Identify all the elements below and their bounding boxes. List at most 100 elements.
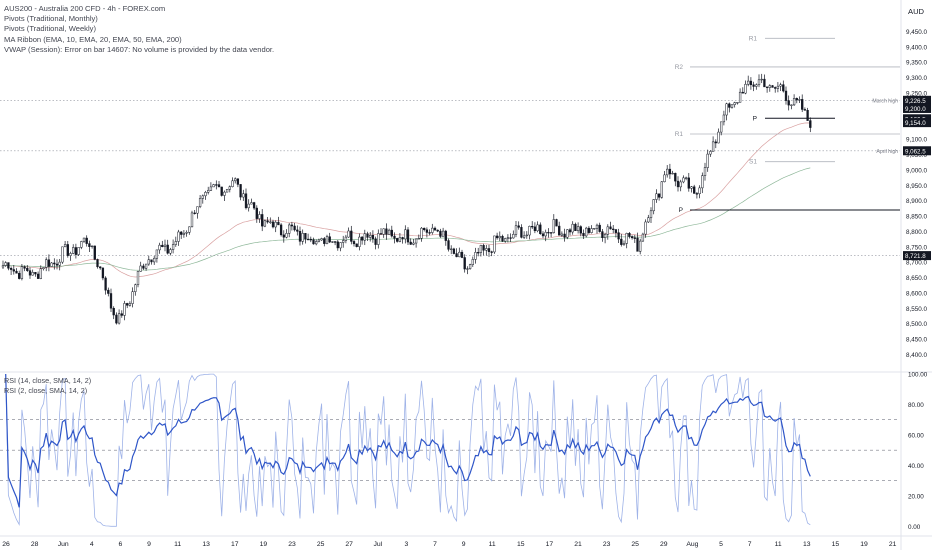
candle-body xyxy=(593,228,596,230)
candle-body xyxy=(798,99,801,101)
candle-body xyxy=(458,251,461,258)
candle-body xyxy=(795,98,798,101)
candle-body xyxy=(126,303,129,306)
candle-body xyxy=(369,234,372,238)
candle-body xyxy=(714,141,717,144)
candle-body xyxy=(198,198,202,207)
candle-body xyxy=(115,314,118,324)
candle-body xyxy=(477,252,480,254)
price-tick-label: 8,450.0 xyxy=(906,337,928,344)
candle-body xyxy=(131,291,134,304)
candle-body xyxy=(425,229,429,233)
candle-body xyxy=(342,240,345,243)
candle-body xyxy=(379,233,383,235)
candle-body xyxy=(460,251,464,258)
price-tick-label: 8,800.0 xyxy=(906,229,928,236)
price-tick-label: 9,100.0 xyxy=(906,137,928,144)
candle-body xyxy=(166,244,169,254)
candle-body xyxy=(61,246,64,263)
time-tick-label: 11 xyxy=(174,541,181,548)
candle-body xyxy=(333,241,337,243)
candle-body xyxy=(566,229,569,238)
price-tick-label: 9,000.0 xyxy=(906,167,928,174)
candle-body xyxy=(563,233,566,238)
candle-body xyxy=(522,235,526,238)
candle-body xyxy=(31,272,34,276)
candle-body xyxy=(787,100,790,106)
candle-body xyxy=(50,262,53,267)
indicator-vwap[interactable]: VWAP (Session): Error on bar 14607: No v… xyxy=(4,44,275,54)
candle-body xyxy=(711,141,715,152)
candle-body xyxy=(109,293,113,309)
candle-body xyxy=(377,233,380,245)
candle-body xyxy=(687,177,690,189)
candle-body xyxy=(450,248,453,250)
pivot-weekly-label: P xyxy=(753,115,757,122)
candle-body xyxy=(490,251,493,253)
candle-body xyxy=(158,244,161,251)
chart-legend: AUS200 - Australia 200 CFD - 4h - FOREX.… xyxy=(4,4,274,55)
candle-body xyxy=(471,259,474,265)
candle-body xyxy=(112,307,115,316)
time-tick-label: Aug xyxy=(686,541,698,548)
candle-body xyxy=(288,224,291,234)
candle-body xyxy=(120,313,123,316)
candle-body xyxy=(142,265,145,269)
indicator-rsi-2[interactable]: RSI (2, close, SMA, 14, 2) xyxy=(4,385,88,395)
candle-body xyxy=(355,243,358,247)
time-tick-label: 17 xyxy=(231,541,239,548)
candle-body xyxy=(387,229,391,235)
candle-body xyxy=(180,231,183,235)
candle-body xyxy=(630,236,634,239)
candle-body xyxy=(701,175,704,189)
candle-body xyxy=(755,84,758,87)
symbol-title[interactable]: AUS200 - Australia 200 CFD - 4h - FOREX.… xyxy=(4,4,166,13)
candle-body xyxy=(693,186,696,194)
candle-body xyxy=(601,231,604,238)
candle-body xyxy=(239,184,242,198)
price-axis-tag-label: 9,200.0 xyxy=(905,106,926,113)
indicator-ma-ribbon[interactable]: MA Ribbon (EMA, 10, EMA, 20, EMA, 50, EM… xyxy=(4,34,182,44)
time-tick-label: 5 xyxy=(719,541,723,548)
candle-body xyxy=(655,193,658,200)
candle-body xyxy=(722,114,726,123)
candle-body xyxy=(58,261,61,266)
candle-body xyxy=(520,227,523,238)
candle-body xyxy=(528,225,531,236)
price-tick-label: 9,450.0 xyxy=(906,29,928,36)
candle-body xyxy=(339,242,342,249)
candle-body xyxy=(12,269,15,272)
candle-body xyxy=(676,180,680,188)
time-tick-label: 11 xyxy=(775,541,782,548)
candle-body xyxy=(45,259,48,268)
candle-body xyxy=(171,244,175,250)
candle-body xyxy=(765,86,769,88)
candle-body xyxy=(463,257,466,270)
candle-body xyxy=(320,238,323,241)
candle-body xyxy=(261,214,264,227)
price-tick-label: 8,550.0 xyxy=(906,306,928,313)
candle-body xyxy=(493,235,496,253)
candle-body xyxy=(231,180,234,187)
candle-body xyxy=(107,289,110,294)
candle-body xyxy=(771,85,774,88)
candle-body xyxy=(304,233,307,240)
candle-body xyxy=(536,224,539,232)
candle-body xyxy=(412,242,415,245)
candle-body xyxy=(406,229,410,243)
time-tick-label: 19 xyxy=(260,541,268,548)
candle-body xyxy=(792,98,796,106)
candle-body xyxy=(568,229,572,233)
rsi-tick-label: 40.00 xyxy=(908,463,924,470)
indicator-rsi-14[interactable]: RSI (14, close, SMA, 14, 2) xyxy=(4,376,92,385)
indicator-pivots-weekly[interactable]: Pivots (Traditional, Weekly) xyxy=(4,24,96,34)
candle-body xyxy=(104,277,107,291)
candle-body xyxy=(371,234,375,240)
candle-body xyxy=(617,232,620,240)
indicator-pivots-monthly[interactable]: Pivots (Traditional, Monthly) xyxy=(4,14,98,24)
price-tick-label: 9,350.0 xyxy=(906,60,928,67)
candle-body xyxy=(385,228,388,235)
candle-body xyxy=(223,191,226,196)
